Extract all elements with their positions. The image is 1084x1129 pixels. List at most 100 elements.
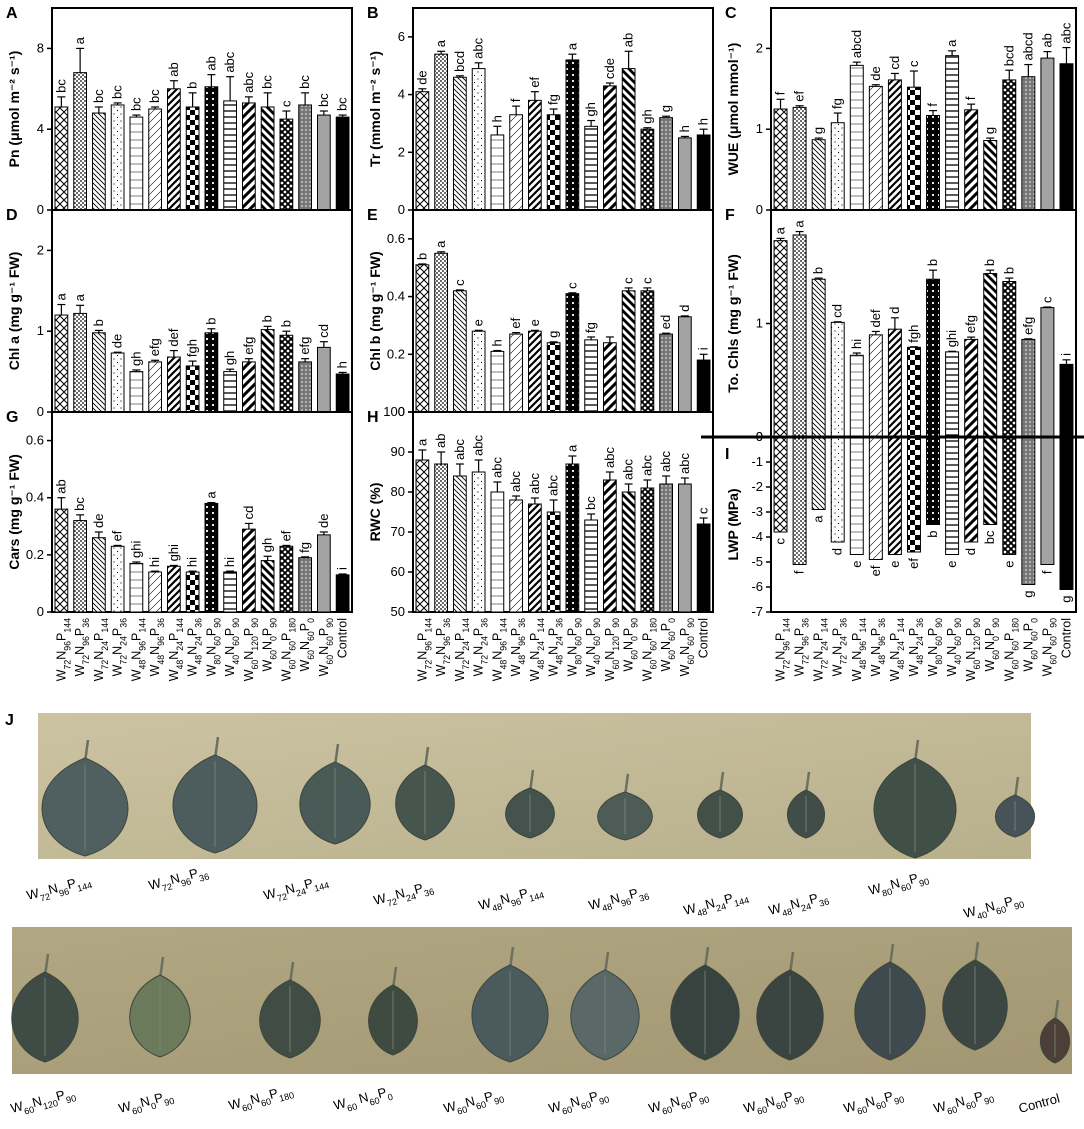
bar-I-12 <box>1002 436 1017 555</box>
bar-G-3 <box>110 545 125 613</box>
sig-letter-B-9: gh <box>583 102 598 116</box>
sig-letter-D-3: de <box>110 334 125 348</box>
y-axis-label-I: LWP (MPa) <box>725 488 741 560</box>
sig-letter-D-12: b <box>278 320 293 327</box>
x-category-label: W60N60P90 <box>1040 618 1058 677</box>
bar-F-13 <box>1021 338 1036 438</box>
bar-G-7 <box>185 571 200 613</box>
y-axis-label-D: Chl a (mg g⁻¹ FW) <box>6 252 22 371</box>
y-tick-label: 1 <box>756 316 763 331</box>
sig-letter-D-8: b <box>203 318 218 325</box>
leaf-row2-5 <box>570 951 640 1061</box>
photo-label-row1-6: W48N24P144 <box>682 886 750 921</box>
bar-E-1 <box>434 252 448 413</box>
sig-letter-I-7: ef <box>906 558 921 569</box>
sig-letter-A-13: bc <box>297 75 312 89</box>
sig-letter-C-10: f <box>963 96 978 100</box>
x-category-label: W72N96P36 <box>793 618 811 677</box>
sig-letter-F-5: def <box>868 309 883 327</box>
bar-H-8 <box>565 463 580 613</box>
bar-G-13 <box>298 557 312 613</box>
x-category-label: W60N60P180 <box>1002 618 1020 681</box>
x-category-label: W60N0P90 <box>622 618 640 672</box>
x-category-label: W60N60P180 <box>640 618 658 681</box>
sig-letter-I-0: c <box>773 538 788 545</box>
y-axis-label-B: Tr (mmol m⁻² s⁻¹) <box>367 51 383 167</box>
x-category-label: W72N24P36 <box>831 618 849 677</box>
bar-A-0 <box>54 106 69 211</box>
leaf-row1-6 <box>697 771 743 839</box>
sig-letter-F-1: a <box>792 220 807 228</box>
photo-label-row1-5: W48N96P36 <box>587 883 651 917</box>
bar-D-9 <box>223 371 237 413</box>
y-tick-label: 2 <box>398 144 405 159</box>
sig-letter-E-0: b <box>414 253 429 260</box>
y-tick-label: 0 <box>37 604 44 619</box>
bar-G-12 <box>279 545 294 613</box>
y-tick-label: 0 <box>398 404 405 419</box>
bar-I-3 <box>830 436 845 543</box>
bar-B-1 <box>434 53 448 211</box>
sig-letter-B-14: h <box>677 125 692 132</box>
leaf-row2-3 <box>368 966 418 1056</box>
sig-letter-E-8: c <box>564 282 579 289</box>
sig-letter-D-15: h <box>335 361 350 368</box>
bar-B-8 <box>565 59 580 211</box>
sig-letter-B-11: ab <box>621 33 636 47</box>
bar-H-12 <box>640 487 655 613</box>
leaf-row1-7 <box>786 771 826 839</box>
bar-C-10 <box>964 109 979 211</box>
y-tick-label: -6 <box>751 579 763 594</box>
sig-letter-B-7: fg <box>546 94 561 105</box>
bar-H-6 <box>528 503 542 613</box>
sig-letter-A-2: bc <box>91 89 106 103</box>
sig-letter-I-6: e <box>887 561 902 568</box>
bar-F-7 <box>906 346 921 438</box>
x-category-label: W72N96P144 <box>54 618 72 681</box>
bar-E-15 <box>696 359 711 413</box>
bar-C-4 <box>849 64 864 211</box>
leaf-row2-7 <box>756 951 824 1061</box>
sig-letter-D-4: gh <box>128 352 143 366</box>
sig-letter-I-9: e <box>944 561 959 568</box>
sig-letter-H-13: abc <box>658 451 673 472</box>
x-category-label: W48N96P36 <box>509 618 527 677</box>
bar-A-14 <box>317 114 331 211</box>
sig-letter-H-2: abc <box>452 439 467 460</box>
sig-letter-D-1: a <box>72 293 87 301</box>
x-category-label: W48N96P36 <box>869 618 887 677</box>
bar-H-0 <box>415 459 430 613</box>
sig-letter-B-0: de <box>414 70 429 84</box>
sig-letter-D-0: a <box>53 293 68 301</box>
bar-D-0 <box>54 314 69 413</box>
bar-I-9 <box>945 436 960 555</box>
bar-I-2 <box>811 436 826 510</box>
bar-B-15 <box>696 134 711 211</box>
y-axis-label-H: RWC (%) <box>367 483 383 542</box>
bar-G-14 <box>317 534 331 613</box>
y-axis-label-G: Cars (mg g⁻¹ FW) <box>6 454 22 570</box>
sig-letter-C-6: cd <box>887 56 902 70</box>
bar-F-11 <box>983 273 998 438</box>
bar-D-4 <box>129 371 144 413</box>
bar-B-13 <box>659 117 673 211</box>
sig-letter-A-1: a <box>72 36 87 44</box>
sig-letter-A-7: b <box>185 82 200 89</box>
photo-label-row1-3: W72N24P36 <box>372 878 436 912</box>
y-tick-label: 60 <box>391 564 405 579</box>
bar-I-4 <box>849 436 864 555</box>
sig-letter-B-6: ef <box>527 76 542 87</box>
sig-letter-D-6: def <box>166 328 181 346</box>
leaves-row-1 <box>41 736 1035 859</box>
sig-letter-H-4: abc <box>489 457 504 478</box>
sig-letter-H-3: abc <box>471 435 486 456</box>
bar-D-12 <box>279 334 294 413</box>
leaf-row1-1 <box>172 736 258 854</box>
sig-letter-D-2: b <box>91 319 106 326</box>
bar-E-3 <box>471 330 486 413</box>
bar-C-7 <box>906 86 921 211</box>
bar-D-14 <box>317 346 331 413</box>
bar-C-0 <box>773 108 788 211</box>
